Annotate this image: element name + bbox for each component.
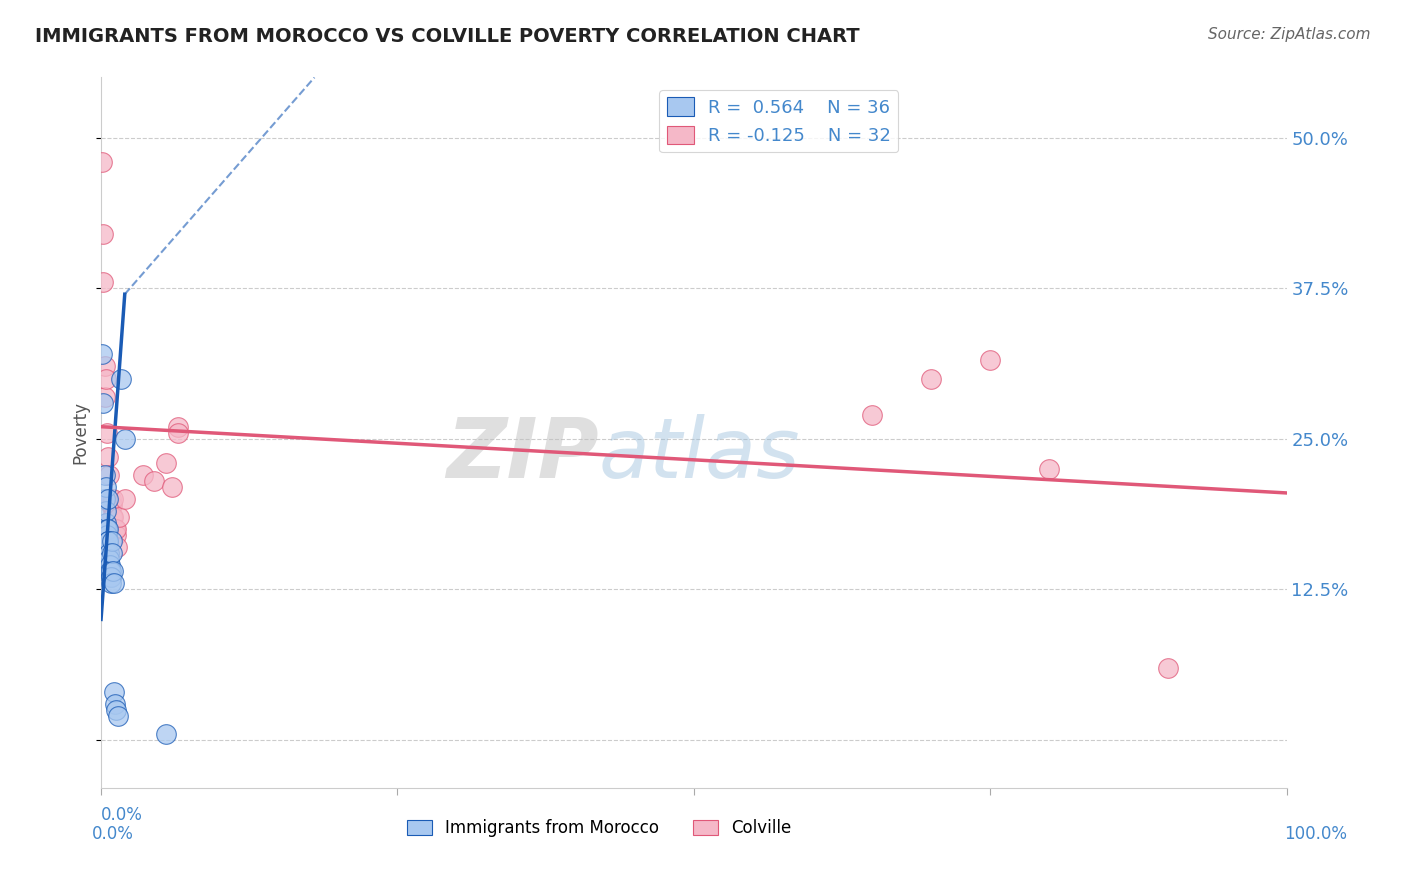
Point [100, 570, 122, 584]
Point [93, 467, 115, 482]
Point [100, 534, 122, 549]
Legend: R =  0.564    N = 36, R = -0.125    N = 32: R = 0.564 N = 36, R = -0.125 N = 32 [659, 90, 898, 153]
Text: 100.0%: 100.0% [1284, 825, 1347, 843]
Y-axis label: Poverty: Poverty [72, 401, 89, 464]
Point [105, 703, 128, 717]
Point [167, 425, 190, 440]
Point [143, 474, 166, 488]
Point [98, 564, 121, 578]
Point [96, 522, 118, 536]
Text: 0.0%: 0.0% [101, 806, 143, 824]
Point [110, 371, 132, 385]
Point [167, 419, 190, 434]
Point [114, 491, 136, 506]
Point [96, 528, 118, 542]
Point [860, 408, 883, 422]
Point [1157, 660, 1180, 674]
Point [104, 522, 127, 536]
Point [96, 480, 118, 494]
Text: 0.0%: 0.0% [91, 825, 134, 843]
Point [103, 576, 125, 591]
Point [98, 564, 121, 578]
Point [103, 510, 125, 524]
Point [920, 371, 942, 385]
Point [104, 528, 127, 542]
Point [101, 510, 124, 524]
Point [101, 491, 124, 506]
Point [94, 371, 117, 385]
Point [100, 491, 122, 506]
Point [98, 467, 121, 482]
Text: IMMIGRANTS FROM MOROCCO VS COLVILLE POVERTY CORRELATION CHART: IMMIGRANTS FROM MOROCCO VS COLVILLE POVE… [35, 27, 860, 45]
Point [96, 425, 118, 440]
Point [107, 708, 129, 723]
Point [97, 491, 120, 506]
Point [155, 727, 177, 741]
Point [105, 522, 128, 536]
Point [131, 467, 153, 482]
Point [100, 576, 122, 591]
Point [100, 564, 122, 578]
Point [100, 570, 122, 584]
Point [155, 456, 177, 470]
Point [94, 516, 117, 530]
Point [101, 564, 124, 578]
Point [94, 390, 117, 404]
Point [97, 450, 120, 464]
Text: Source: ZipAtlas.com: Source: ZipAtlas.com [1208, 27, 1371, 42]
Point [101, 546, 124, 560]
Point [1038, 462, 1060, 476]
Point [93, 491, 115, 506]
Point [160, 480, 183, 494]
Point [98, 558, 121, 573]
Point [91, 347, 114, 361]
Point [91, 154, 114, 169]
Point [97, 534, 120, 549]
Point [93, 395, 115, 409]
Point [97, 546, 120, 560]
Point [91, 227, 114, 241]
Point [979, 353, 1001, 368]
Point [93, 275, 115, 289]
Point [104, 697, 127, 711]
Point [108, 510, 131, 524]
Text: atlas: atlas [599, 414, 800, 494]
Point [97, 558, 120, 573]
Point [100, 498, 122, 512]
Point [114, 432, 136, 446]
Point [96, 504, 118, 518]
Point [94, 540, 117, 554]
Point [93, 359, 115, 374]
Point [100, 498, 122, 512]
Point [103, 684, 125, 698]
Point [98, 552, 121, 566]
Point [97, 534, 120, 549]
Text: ZIP: ZIP [446, 414, 599, 494]
Point [97, 522, 120, 536]
Point [105, 540, 128, 554]
Point [96, 546, 118, 560]
